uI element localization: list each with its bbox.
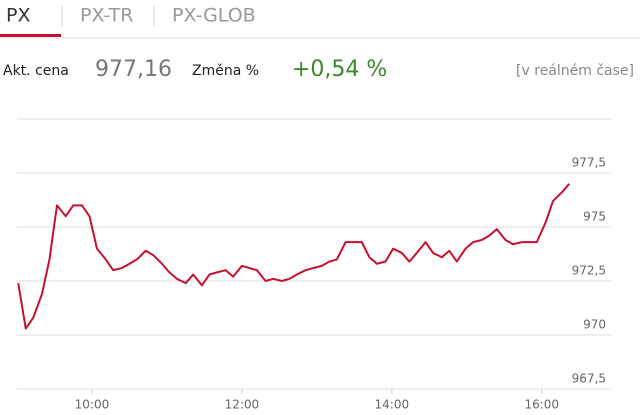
active-tab-underline [0, 34, 61, 37]
realtime-note: [v reálném čase] [516, 63, 634, 79]
tab[interactable]: PX-TR [80, 5, 133, 27]
y-tick-label: 967,5 [572, 372, 606, 386]
y-tick-label: 972,5 [572, 264, 606, 278]
price: 977,16 [95, 57, 172, 82]
change-label: Změna % [192, 63, 259, 79]
x-tick-label: 12:00 [225, 398, 260, 412]
x-tick-label: 16:00 [524, 398, 559, 412]
x-tick-label: 10:00 [75, 398, 110, 412]
y-tick-label: 975 [583, 210, 606, 224]
tab[interactable]: PX [6, 5, 30, 27]
price-line [17, 183, 571, 330]
y-tick-label: 970 [583, 318, 606, 332]
x-tick-label: 14:00 [375, 398, 410, 412]
change: +0,54 % [292, 57, 387, 82]
price-label: Akt. cena [3, 63, 69, 79]
y-tick-label: 977,5 [572, 156, 606, 170]
tab[interactable]: PX-GLOB [172, 5, 256, 27]
